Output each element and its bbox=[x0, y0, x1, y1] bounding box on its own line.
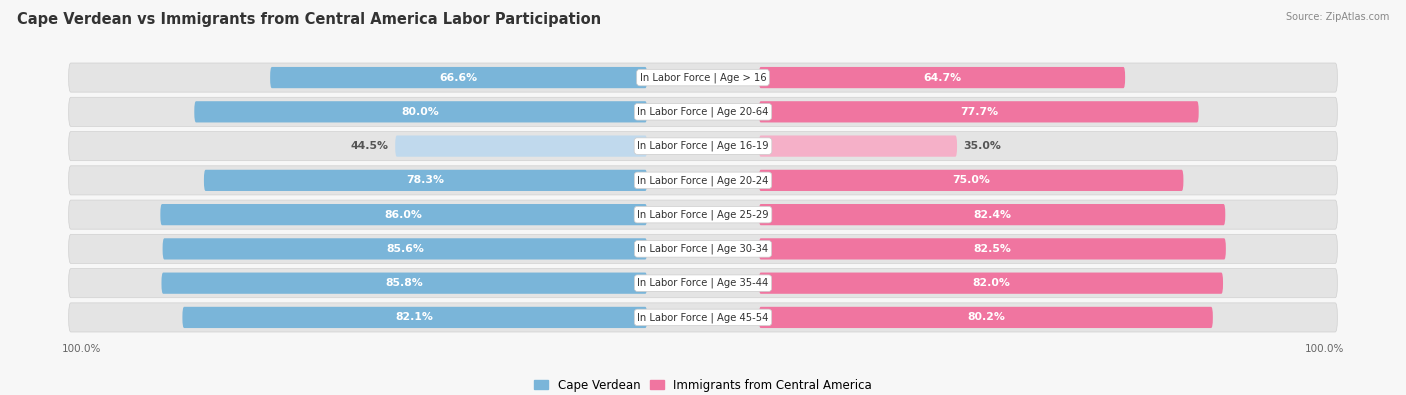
Text: In Labor Force | Age 16-19: In Labor Force | Age 16-19 bbox=[637, 141, 769, 151]
FancyBboxPatch shape bbox=[69, 97, 1337, 126]
Text: 82.5%: 82.5% bbox=[973, 244, 1011, 254]
Text: 64.7%: 64.7% bbox=[922, 73, 962, 83]
FancyBboxPatch shape bbox=[194, 101, 647, 122]
FancyBboxPatch shape bbox=[69, 269, 1337, 298]
Text: In Labor Force | Age 20-24: In Labor Force | Age 20-24 bbox=[637, 175, 769, 186]
Text: 77.7%: 77.7% bbox=[960, 107, 998, 117]
FancyBboxPatch shape bbox=[395, 135, 647, 157]
Text: 66.6%: 66.6% bbox=[440, 73, 478, 83]
Text: 85.6%: 85.6% bbox=[385, 244, 423, 254]
Text: 75.0%: 75.0% bbox=[952, 175, 990, 185]
Text: In Labor Force | Age > 16: In Labor Force | Age > 16 bbox=[640, 72, 766, 83]
Text: 35.0%: 35.0% bbox=[963, 141, 1001, 151]
Text: 82.1%: 82.1% bbox=[395, 312, 433, 322]
FancyBboxPatch shape bbox=[69, 63, 1337, 92]
FancyBboxPatch shape bbox=[204, 170, 647, 191]
FancyBboxPatch shape bbox=[69, 303, 1337, 332]
FancyBboxPatch shape bbox=[183, 307, 647, 328]
Text: 80.0%: 80.0% bbox=[402, 107, 440, 117]
Text: 44.5%: 44.5% bbox=[352, 141, 389, 151]
FancyBboxPatch shape bbox=[759, 67, 1125, 88]
FancyBboxPatch shape bbox=[759, 307, 1213, 328]
FancyBboxPatch shape bbox=[759, 238, 1226, 260]
FancyBboxPatch shape bbox=[759, 101, 1199, 122]
FancyBboxPatch shape bbox=[759, 135, 957, 157]
Text: In Labor Force | Age 20-64: In Labor Force | Age 20-64 bbox=[637, 107, 769, 117]
Text: In Labor Force | Age 45-54: In Labor Force | Age 45-54 bbox=[637, 312, 769, 323]
FancyBboxPatch shape bbox=[69, 200, 1337, 229]
Text: 82.4%: 82.4% bbox=[973, 210, 1011, 220]
FancyBboxPatch shape bbox=[163, 238, 647, 260]
Text: 80.2%: 80.2% bbox=[967, 312, 1005, 322]
Text: 82.0%: 82.0% bbox=[972, 278, 1010, 288]
Text: Cape Verdean vs Immigrants from Central America Labor Participation: Cape Verdean vs Immigrants from Central … bbox=[17, 12, 600, 27]
FancyBboxPatch shape bbox=[270, 67, 647, 88]
Text: In Labor Force | Age 30-34: In Labor Force | Age 30-34 bbox=[637, 244, 769, 254]
FancyBboxPatch shape bbox=[759, 204, 1225, 225]
Text: In Labor Force | Age 25-29: In Labor Force | Age 25-29 bbox=[637, 209, 769, 220]
FancyBboxPatch shape bbox=[69, 166, 1337, 195]
FancyBboxPatch shape bbox=[759, 170, 1184, 191]
Text: 86.0%: 86.0% bbox=[385, 210, 423, 220]
Text: 78.3%: 78.3% bbox=[406, 175, 444, 185]
Legend: Cape Verdean, Immigrants from Central America: Cape Verdean, Immigrants from Central Am… bbox=[529, 374, 877, 395]
FancyBboxPatch shape bbox=[69, 234, 1337, 263]
FancyBboxPatch shape bbox=[69, 132, 1337, 161]
FancyBboxPatch shape bbox=[759, 273, 1223, 294]
FancyBboxPatch shape bbox=[160, 204, 647, 225]
Text: In Labor Force | Age 35-44: In Labor Force | Age 35-44 bbox=[637, 278, 769, 288]
Text: 85.8%: 85.8% bbox=[385, 278, 423, 288]
Text: Source: ZipAtlas.com: Source: ZipAtlas.com bbox=[1285, 12, 1389, 22]
FancyBboxPatch shape bbox=[162, 273, 647, 294]
